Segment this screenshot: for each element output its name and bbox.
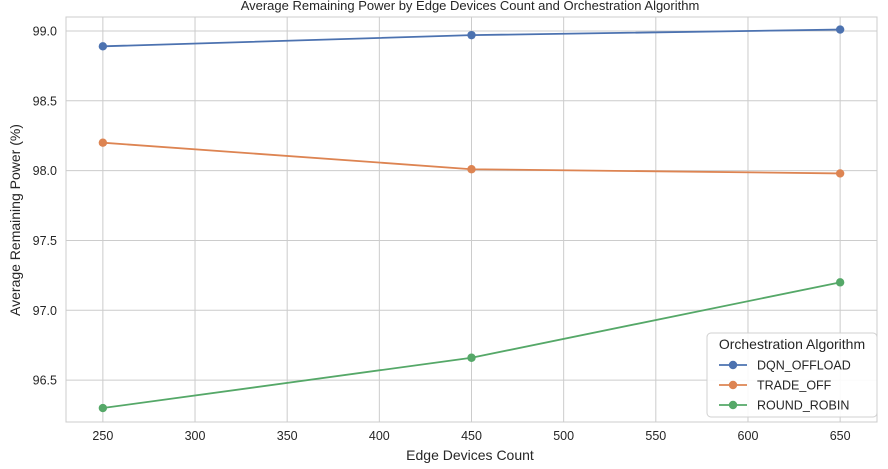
x-tick-label: 400: [369, 429, 390, 443]
x-tick-label: 650: [830, 429, 851, 443]
legend: Orchestration Algorithm DQN_OFFLOAD TRADE…: [706, 332, 878, 418]
x-axis-label: Edge Devices Count: [406, 447, 534, 463]
data-point-trade-off: [467, 165, 476, 174]
data-point-dqn-offload: [467, 30, 476, 40]
x-tick-label: 450: [461, 429, 482, 443]
x-tick-label: 250: [92, 429, 113, 443]
y-tick-label: 99.0: [33, 24, 57, 38]
legend-label-dqn-offload: DQN_OFFLOAD: [757, 359, 851, 373]
x-tick-label: 500: [553, 429, 574, 443]
x-tick-label: 550: [645, 429, 666, 443]
y-tick-label: 97.0: [33, 304, 57, 318]
x-axis-ticks: 250 300 350 400 450 500 550 600 650: [92, 429, 850, 443]
x-tick-label: 350: [277, 429, 298, 443]
x-tick-label: 300: [185, 429, 206, 443]
legend-items: DQN_OFFLOAD TRADE_OFF ROUND_ROBIN: [719, 359, 851, 413]
x-tick-label: 600: [738, 429, 759, 443]
data-point-round-robin: [835, 278, 845, 287]
chart-title: Average Remaining Power by Edge Devices …: [241, 0, 700, 13]
series-layer: [98, 25, 845, 413]
data-point-trade-off: [98, 138, 108, 147]
plot-frame: [65, 16, 878, 423]
legend-title: Orchestration Algorithm: [719, 336, 865, 352]
data-point-dqn-offload: [835, 25, 845, 34]
y-tick-label: 97.5: [33, 234, 57, 248]
legend-marker-trade-off: [728, 380, 738, 390]
y-axis-ticks: 96.5 97.0 97.5 98.0 98.5 99.0: [33, 24, 57, 387]
legend-marker-dqn-offload: [728, 360, 738, 370]
data-point-trade-off: [835, 169, 845, 178]
data-point-dqn-offload: [98, 42, 108, 51]
y-tick-label: 96.5: [33, 374, 57, 388]
legend-label-trade-off: TRADE_OFF: [757, 379, 832, 393]
y-tick-label: 98.5: [33, 94, 57, 108]
y-tick-label: 98.0: [33, 164, 57, 178]
y-axis-label: Average Remaining Power (%): [7, 124, 23, 316]
legend-marker-round-robin: [728, 400, 738, 410]
data-point-round-robin: [467, 353, 476, 362]
legend-label-round-robin: ROUND_ROBIN: [757, 399, 849, 413]
data-point-round-robin: [98, 403, 108, 413]
legend-box: [706, 332, 878, 418]
